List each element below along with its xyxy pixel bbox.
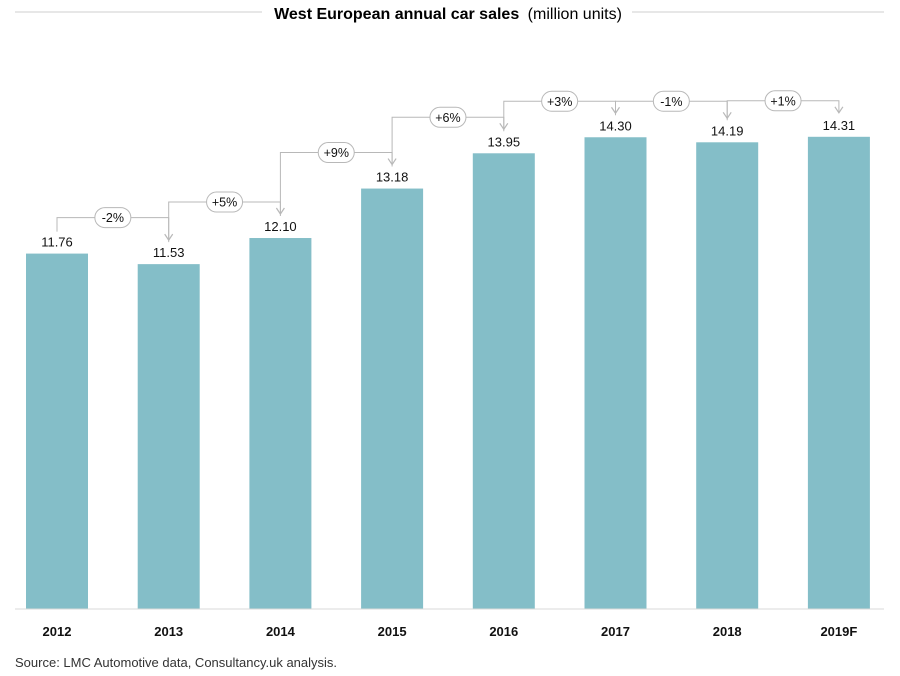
bar-2018 xyxy=(696,142,759,609)
x-tick-2016: 2016 xyxy=(489,624,518,639)
x-tick-2019F: 2019F xyxy=(820,624,857,639)
value-label-2016: 13.95 xyxy=(488,134,521,149)
bar-2014 xyxy=(249,238,312,609)
bar-2017 xyxy=(584,137,647,609)
change-annotations: -2% +5% +9% +6% +3% -1% +1% xyxy=(56,90,844,243)
chart-title-unit: (million units) xyxy=(528,6,622,23)
change-label: +5% xyxy=(212,196,237,210)
value-label-2017: 14.30 xyxy=(599,118,632,133)
x-tick-2014: 2014 xyxy=(266,624,296,639)
value-label-2012: 11.76 xyxy=(41,235,73,250)
change-label: +9% xyxy=(324,146,349,160)
change-pill xyxy=(206,191,244,213)
arrow-down-icon xyxy=(834,106,844,114)
x-tick-2013: 2013 xyxy=(154,624,183,639)
value-label-2019F: 14.31 xyxy=(823,118,856,133)
bar-2013 xyxy=(137,264,200,609)
value-label-2018: 14.19 xyxy=(711,123,744,138)
value-label-2013: 11.53 xyxy=(153,245,185,260)
value-label-2014: 12.10 xyxy=(264,219,297,234)
change-pill xyxy=(764,90,802,112)
bars xyxy=(26,136,870,610)
change-pill xyxy=(429,106,467,128)
x-tick-labels: 2012 2013 2014 2015 2016 2017 2018 2019F xyxy=(43,624,858,639)
bar-2012 xyxy=(26,253,88,610)
change-pill xyxy=(541,90,579,112)
x-tick-2015: 2015 xyxy=(378,624,407,639)
x-tick-2017: 2017 xyxy=(601,624,630,639)
value-label-2015: 13.18 xyxy=(376,170,409,185)
change-label: +1% xyxy=(770,94,795,108)
source-note: Source: LMC Automotive data, Consultancy… xyxy=(15,655,338,670)
change-label: -2% xyxy=(102,211,124,225)
bar-2015 xyxy=(361,188,424,609)
change-pill xyxy=(317,142,355,164)
chart-title: West European annual car sales (million … xyxy=(274,6,622,23)
chart-title-main: West European annual car sales xyxy=(274,6,519,23)
x-tick-2012: 2012 xyxy=(43,624,72,639)
value-labels: 11.76 11.53 12.10 13.18 13.95 14.30 14.19 14.31 xyxy=(41,118,855,260)
change-pill xyxy=(652,90,690,112)
change-label: +3% xyxy=(547,95,572,109)
x-tick-2018: 2018 xyxy=(713,624,742,639)
change-label: +6% xyxy=(435,111,460,125)
bar-2016 xyxy=(472,153,535,610)
change-pill xyxy=(94,207,132,229)
change-label: -1% xyxy=(660,95,682,109)
bar-2019F xyxy=(807,136,870,609)
